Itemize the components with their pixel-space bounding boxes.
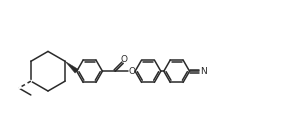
Text: O: O [128,67,135,76]
Polygon shape [65,61,78,73]
Text: O: O [121,55,128,64]
Text: N: N [200,67,207,76]
